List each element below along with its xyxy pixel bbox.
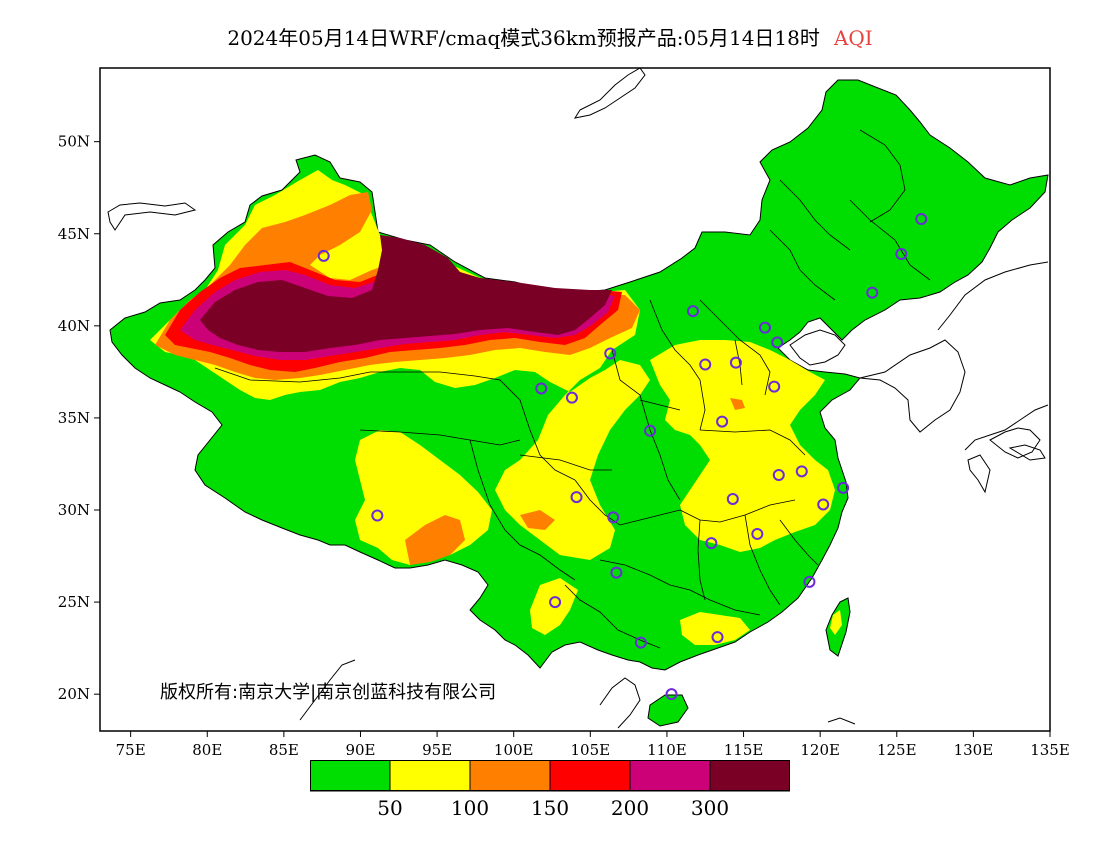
station-marker[interactable] [915,213,928,226]
colorbar-cell [549,760,631,792]
station-marker[interactable] [751,527,764,540]
station-marker[interactable] [686,305,699,318]
title-main: 2024年05月14日WRF/cmaq模式36km预报产品:05月14日18时 [227,26,820,50]
colorbar-cell [310,760,391,792]
x-tick-label: 80E [192,741,222,759]
station-marker[interactable] [817,498,830,511]
colorbar [310,760,790,792]
station-marker[interactable] [535,382,548,395]
station-marker[interactable] [607,511,620,524]
aqi-band-yellow-xj-north [255,180,350,222]
neighbor-boundaries [107,68,1049,729]
aqi-band-yellow-east [650,340,835,552]
y-axis: 50N 45N 40N 35N 30N 25N 20N [58,133,100,703]
x-tick-label: 100E [494,741,534,759]
station-marker[interactable] [317,249,330,262]
station-marker[interactable] [866,286,879,299]
chart-title: 2024年05月14日WRF/cmaq模式36km预报产品:05月14日18时 A… [0,22,1100,51]
station-marker[interactable] [759,321,771,334]
colorbar-label: 50 [377,796,403,820]
colorbar-cell [629,760,711,792]
map-frame [99,67,1051,732]
aqi-band-orange-sichuan [520,510,555,530]
aqi-band-maroon [200,235,612,352]
x-tick-label: 90E [345,741,375,759]
colorbar-label: 100 [450,796,490,820]
colorbar-frame [310,760,790,791]
x-tick-label: 125E [877,741,917,759]
station-marker[interactable] [726,492,739,505]
station-marker[interactable] [771,336,784,349]
x-tick-label: 75E [116,741,146,759]
x-tick-label: 85E [269,741,299,759]
station-marker[interactable] [803,575,816,588]
x-tick-label: 95E [422,741,452,759]
x-tick-label: 120E [800,741,840,759]
station-marker[interactable] [610,566,623,579]
station-marker[interactable] [570,491,583,504]
y-tick-label: 40N [58,317,90,335]
hainan-island [647,694,689,727]
station-marker[interactable] [768,380,781,393]
station-marker[interactable] [729,356,742,369]
colorbar-label: 200 [610,796,650,820]
station-marker[interactable] [837,481,850,494]
y-tick-label: 25N [58,593,90,611]
station-markers [317,213,928,701]
station-marker[interactable] [549,596,562,609]
aqi-band-orange-henan [730,398,745,410]
station-marker[interactable] [795,465,808,478]
x-tick-label: 110E [647,741,687,759]
aqi-band-yellow-guangdong [680,612,750,645]
y-tick-label: 35N [58,409,90,427]
taiwan-yellow [830,610,842,635]
colorbar-label: 150 [530,796,570,820]
bohai-coast [789,329,846,366]
aqi-band-orange-sw [405,515,465,565]
station-marker[interactable] [699,358,712,371]
title-variable: AQI [833,26,873,50]
colorbar-label: 300 [690,796,730,820]
x-axis: 75E 80E 85E 90E 95E 100E 105E 110E 115E 120E 125E 1… [116,731,1070,759]
station-marker[interactable] [772,469,785,482]
colorbar-cell [389,760,471,792]
x-tick-label: 105E [571,741,611,759]
colorbar-cell [469,760,551,792]
province-boundaries [214,129,931,649]
station-marker[interactable] [665,688,678,701]
station-marker[interactable] [644,424,657,437]
y-tick-label: 45N [58,225,90,243]
x-tick-label: 130E [954,741,994,759]
station-marker[interactable] [705,537,718,550]
station-marker[interactable] [716,415,729,428]
station-marker[interactable] [371,509,384,522]
x-tick-label: 115E [724,741,764,759]
y-tick-label: 20N [58,685,90,703]
colorbar-cell [709,760,790,792]
station-marker[interactable] [565,391,578,404]
station-marker[interactable] [604,347,617,360]
station-marker[interactable] [711,631,724,644]
station-marker[interactable] [634,636,647,649]
station-marker[interactable] [895,248,908,261]
x-tick-label: 135E [1030,741,1070,759]
copyright-text: 版权所有:南京大学|南京创蓝科技有限公司 [160,682,496,703]
y-tick-label: 50N [58,133,90,151]
y-tick-label: 30N [58,501,90,519]
